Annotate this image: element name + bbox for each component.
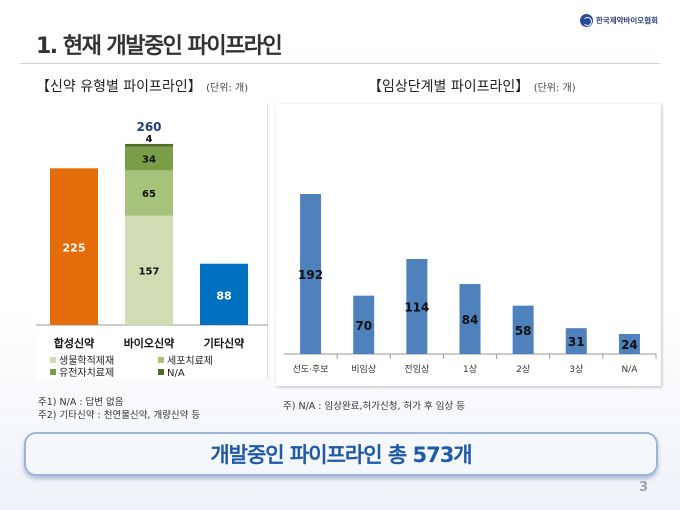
data-label: 88: [216, 289, 231, 302]
legend-label: N/A: [167, 368, 185, 379]
category-label: 3상: [569, 364, 583, 375]
data-label: 225: [63, 242, 86, 255]
logo-icon: [579, 14, 593, 27]
stage-chart: 192 선도·후보 70 비임상 114 전임상 84 1상 58 2상 31 3상 24 N/A: [284, 194, 657, 375]
category-label: 기타신약: [204, 336, 244, 350]
category-label: 1상: [463, 364, 477, 375]
category-label: 바이오신약: [124, 336, 175, 350]
page-number: 3: [638, 480, 648, 495]
summary-box: 개발중인 파이프라인 총 573개: [24, 432, 658, 476]
logo-text: 한국제약바이오협회: [595, 16, 658, 25]
stacked-bar-segment: [125, 143, 173, 147]
stacked-bar-segment: [125, 170, 173, 216]
data-label: 58: [515, 324, 532, 338]
category-label: 비임상: [351, 363, 376, 375]
logo: 한국제약바이오협회: [579, 14, 658, 27]
category-label: 선도·후보: [293, 364, 329, 375]
data-label: 84: [462, 313, 479, 327]
data-label: 24: [621, 338, 638, 352]
page-title: 1. 현재 개발중인 파이프라인: [36, 34, 283, 59]
bar: [200, 263, 248, 325]
title-divider: [20, 63, 660, 64]
bar: [406, 259, 428, 354]
legend-label: 생물학적제재: [59, 355, 114, 367]
bar: [565, 328, 587, 354]
legend-swatch: [158, 357, 164, 363]
stacked-bar-segment: [125, 146, 173, 171]
right-panel-title: 【임상단계별 파이프라인】 (단위: 개): [368, 76, 576, 96]
stage-chart-panel: 192 선도·후보 70 비임상 114 전임상 84 1상 58 2상 31 3상 24 N/A: [276, 104, 661, 386]
right-panel-title-text: 【임상단계별 파이프라인】: [368, 79, 530, 95]
total-label: 260: [136, 120, 161, 134]
left-panel-title: 【신약 유형별 파이프라인】 (단위: 개): [36, 76, 248, 96]
right-panel-unit: (단위: 개): [533, 83, 576, 94]
bar: [353, 295, 375, 354]
data-label: 34: [142, 155, 156, 166]
data-label: 4: [146, 134, 153, 145]
category-label: 전임상: [404, 363, 429, 375]
data-label: 157: [139, 266, 160, 277]
bar: [300, 194, 322, 354]
bar: [50, 168, 98, 325]
category-label: N/A: [621, 365, 638, 375]
legend-swatch: [158, 369, 164, 375]
note-2: 주2) 기타신약 : 천연물신약, 개량신약 등: [38, 410, 201, 421]
note-1: 주1) N/A : 답변 없음: [38, 397, 124, 408]
category-label: 2상: [516, 364, 530, 375]
data-label: 192: [298, 268, 323, 282]
right-note: 주) N/A : 임상완료,허가신청, 허가 후 임상 등: [283, 401, 465, 412]
category-label: 합성신약: [54, 336, 94, 350]
bar: [618, 334, 640, 354]
legend-label: 세포치료제: [167, 355, 213, 367]
legend-label: 유전자치료제: [59, 367, 114, 379]
summary-text: 개발중인 파이프라인 총 573개: [210, 443, 472, 467]
bar: [512, 305, 534, 354]
stacked-bar-segment: [125, 215, 173, 325]
legend-swatch: [50, 357, 56, 363]
data-label: 65: [142, 189, 156, 200]
data-label: 31: [568, 335, 585, 349]
legend-swatch: [50, 369, 56, 375]
data-label: 114: [404, 301, 429, 315]
left-panel-title-text: 【신약 유형별 파이프라인】: [36, 79, 202, 95]
left-panel-unit: (단위: 개): [206, 83, 249, 94]
bar: [459, 284, 481, 354]
data-label: 70: [355, 319, 372, 333]
left-notes: 주1) N/A : 답변 없음 주2) 기타신약 : 천연물신약, 개량신약 등: [38, 396, 200, 422]
